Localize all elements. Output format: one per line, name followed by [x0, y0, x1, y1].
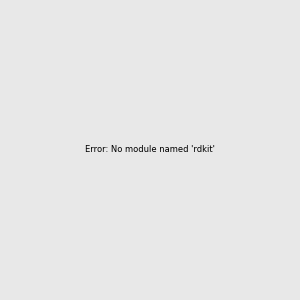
- Text: Error: No module named 'rdkit': Error: No module named 'rdkit': [85, 146, 215, 154]
